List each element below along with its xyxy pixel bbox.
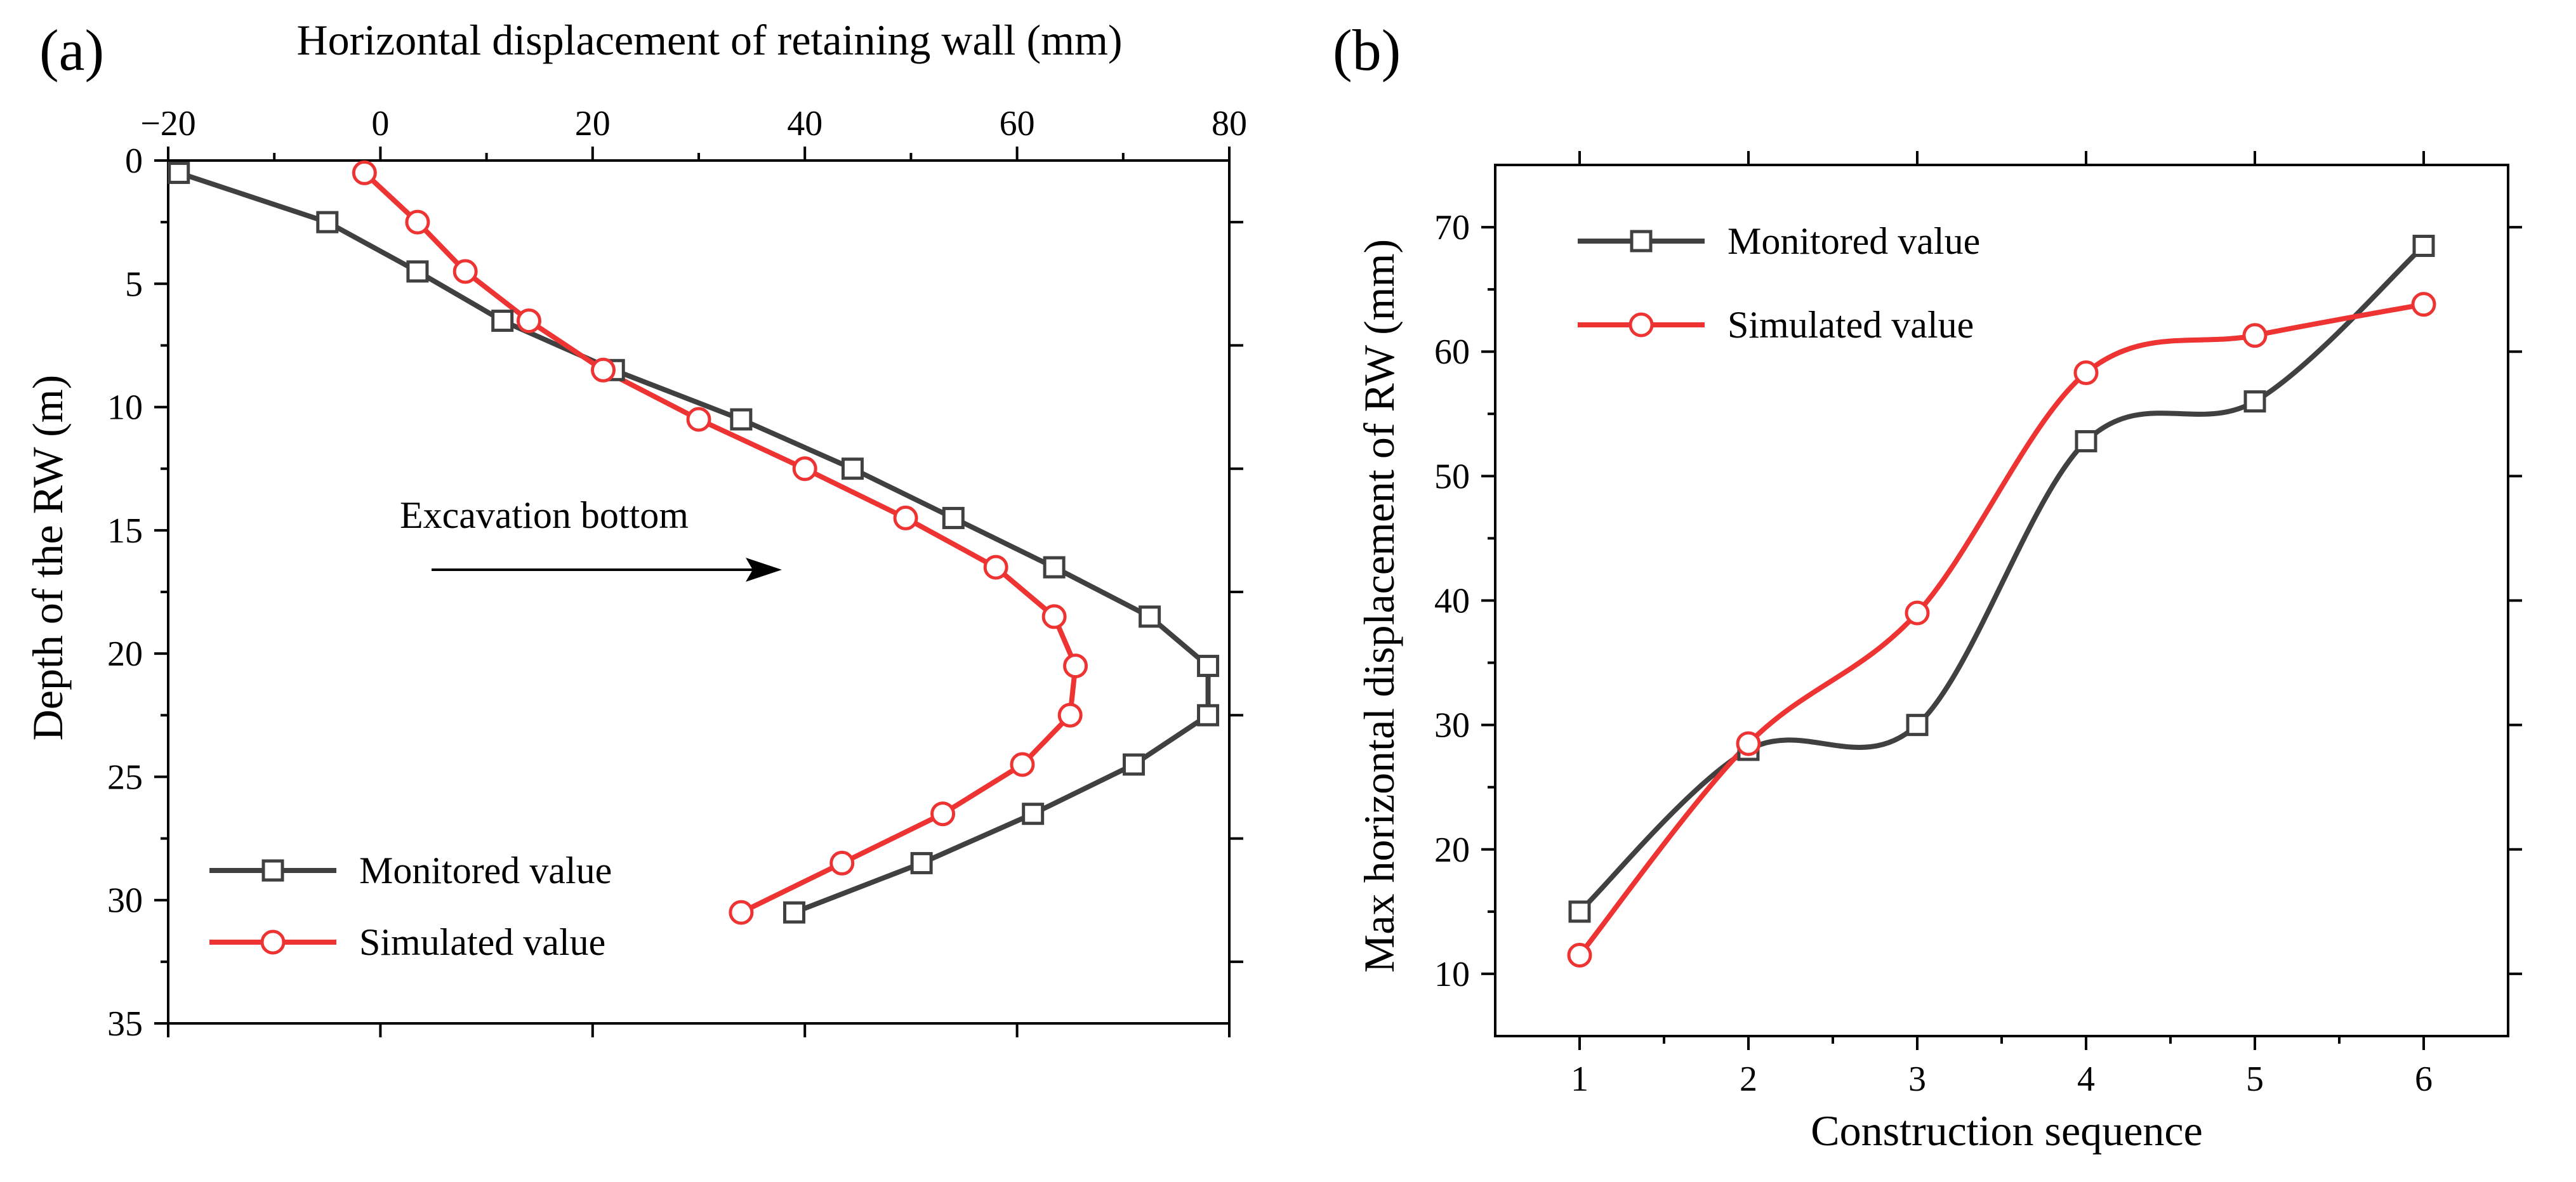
chart-a-point-0 <box>1022 803 1045 825</box>
chart-b-y-tick-label: 20 <box>1434 831 1470 870</box>
chart-a-point-0 <box>910 851 933 874</box>
chart-a-x-tick-label: 60 <box>1000 104 1035 143</box>
chart-a-x-tick-label: 40 <box>787 104 822 143</box>
chart-b-y-tick-label: 40 <box>1434 582 1470 621</box>
chart-b-point-0 <box>1568 900 1591 923</box>
chart-b-legend-label-1: Simulated value <box>1727 304 1974 346</box>
chart-a-point-1 <box>1063 653 1088 679</box>
chart-a-point-0 <box>316 211 339 233</box>
chart-a-point-1 <box>591 357 616 383</box>
chart-a-point-0 <box>1197 655 1220 678</box>
chart-a-point-0 <box>1197 704 1220 726</box>
chart-b-x-tick-label: 2 <box>1740 1060 1757 1099</box>
chart-a-x-tick-label: −20 <box>140 104 196 143</box>
chart-a-point-1 <box>1041 604 1067 629</box>
chart-a-legend-marker-0 <box>261 859 284 882</box>
chart-b-y-tick-label: 50 <box>1434 457 1470 496</box>
chart-a-point-0 <box>942 506 965 529</box>
chart-a-point-1 <box>405 209 430 235</box>
chart-a-point-1 <box>352 160 377 185</box>
chart-a-point-0 <box>491 310 514 332</box>
chart-a-panel-label: (a) <box>39 18 104 82</box>
chart-a-point-0 <box>168 161 190 184</box>
chart-b-point-0 <box>2075 430 2097 452</box>
chart-a-point-0 <box>730 408 753 431</box>
chart-b-point-1 <box>2411 292 2436 317</box>
chart-b-legend-marker-1 <box>1628 312 1654 338</box>
chart-a-x-axis-title: Horizontal displacement of retaining wal… <box>296 16 1122 64</box>
chart-a-point-0 <box>406 260 429 283</box>
chart-a-point-1 <box>729 900 754 925</box>
chart-b: (b) Construction sequence Max horizontal… <box>1333 18 2522 1155</box>
chart-b-point-1 <box>2073 360 2099 386</box>
chart-a-x-tick-label: 20 <box>575 104 611 143</box>
chart-a-series-line-0 <box>178 170 1211 915</box>
chart-b-legend-label-0: Monitored value <box>1727 220 1980 262</box>
chart-b-point-1 <box>1736 731 1761 756</box>
chart-b-legend: Monitored value Simulated value <box>1578 220 1980 346</box>
chart-a: (a) Horizontal displacement of retaining… <box>23 16 1247 1044</box>
chart-b-x-tick-label: 3 <box>1908 1060 1926 1099</box>
chart-b-y-tick-label: 70 <box>1434 208 1470 247</box>
chart-a-y-tick-label: 5 <box>125 265 143 304</box>
chart-a-point-1 <box>930 801 956 827</box>
chart-a-point-1 <box>516 308 541 334</box>
chart-b-panel-label: (b) <box>1333 18 1401 82</box>
chart-b-x-axis-title: Construction sequence <box>1811 1106 2203 1155</box>
chart-b-point-1 <box>2242 323 2268 348</box>
chart-b-legend-marker-0 <box>1630 230 1653 253</box>
chart-a-point-0 <box>1043 556 1066 579</box>
chart-b-point-0 <box>1906 714 1929 737</box>
chart-a-y-tick-label: 20 <box>107 634 143 674</box>
excavation-bottom-arrowhead <box>746 558 782 582</box>
chart-a-legend: Monitored value Simulated value <box>209 850 612 963</box>
chart-b-y-axis-title: Max horizontal displacement of RW (mm) <box>1355 239 1403 973</box>
chart-a-x-tick-label: 80 <box>1212 104 1247 143</box>
chart-a-y-tick-label: 0 <box>125 141 143 181</box>
chart-b-y-tick-label: 10 <box>1434 955 1470 994</box>
excavation-bottom-label: Excavation bottom <box>400 494 689 536</box>
chart-b-x-tick-label: 1 <box>1571 1060 1589 1099</box>
chart-b-x-tick-label: 5 <box>2246 1060 2264 1099</box>
chart-a-legend-label-0: Monitored value <box>359 850 612 891</box>
chart-a-y-tick-label: 35 <box>107 1004 143 1044</box>
chart-a-y-tick-label: 25 <box>107 758 143 797</box>
chart-a-legend-label-1: Simulated value <box>359 921 605 963</box>
chart-a-legend-marker-1 <box>260 929 286 955</box>
chart-a-y-axis-title: Depth of the RW (m) <box>23 375 72 741</box>
chart-a-point-1 <box>1057 702 1083 728</box>
chart-b-x-tick-label: 6 <box>2415 1060 2433 1099</box>
chart-a-point-1 <box>983 555 1008 580</box>
chart-b-y-tick-label: 60 <box>1434 332 1470 372</box>
chart-a-x-tick-label: 0 <box>371 104 389 143</box>
chart-b-point-0 <box>2243 390 2266 413</box>
chart-a-y-tick-label: 15 <box>107 511 143 551</box>
chart-b-point-1 <box>1567 943 1592 968</box>
chart-a-point-1 <box>893 505 918 530</box>
chart-a-annotation: Excavation bottom <box>400 494 782 582</box>
chart-a-point-1 <box>829 850 855 876</box>
chart-b-x-tick-label: 4 <box>2077 1060 2095 1099</box>
chart-a-point-0 <box>1123 753 1146 776</box>
chart-a-y-tick-label: 10 <box>107 388 143 428</box>
chart-a-point-1 <box>792 456 817 482</box>
chart-b-point-1 <box>1905 600 1930 626</box>
chart-a-point-0 <box>841 457 864 480</box>
chart-b-y-tick-label: 30 <box>1434 706 1470 745</box>
chart-a-point-1 <box>686 407 711 432</box>
chart-a-y-tick-label: 30 <box>107 881 143 921</box>
chart-a-series-line-1 <box>362 171 1078 915</box>
chart-a-point-0 <box>1139 605 1161 628</box>
chart-b-point-0 <box>2412 234 2435 257</box>
chart-a-point-1 <box>452 259 478 284</box>
chart-a-point-0 <box>783 901 805 924</box>
chart-a-point-1 <box>1010 752 1035 777</box>
